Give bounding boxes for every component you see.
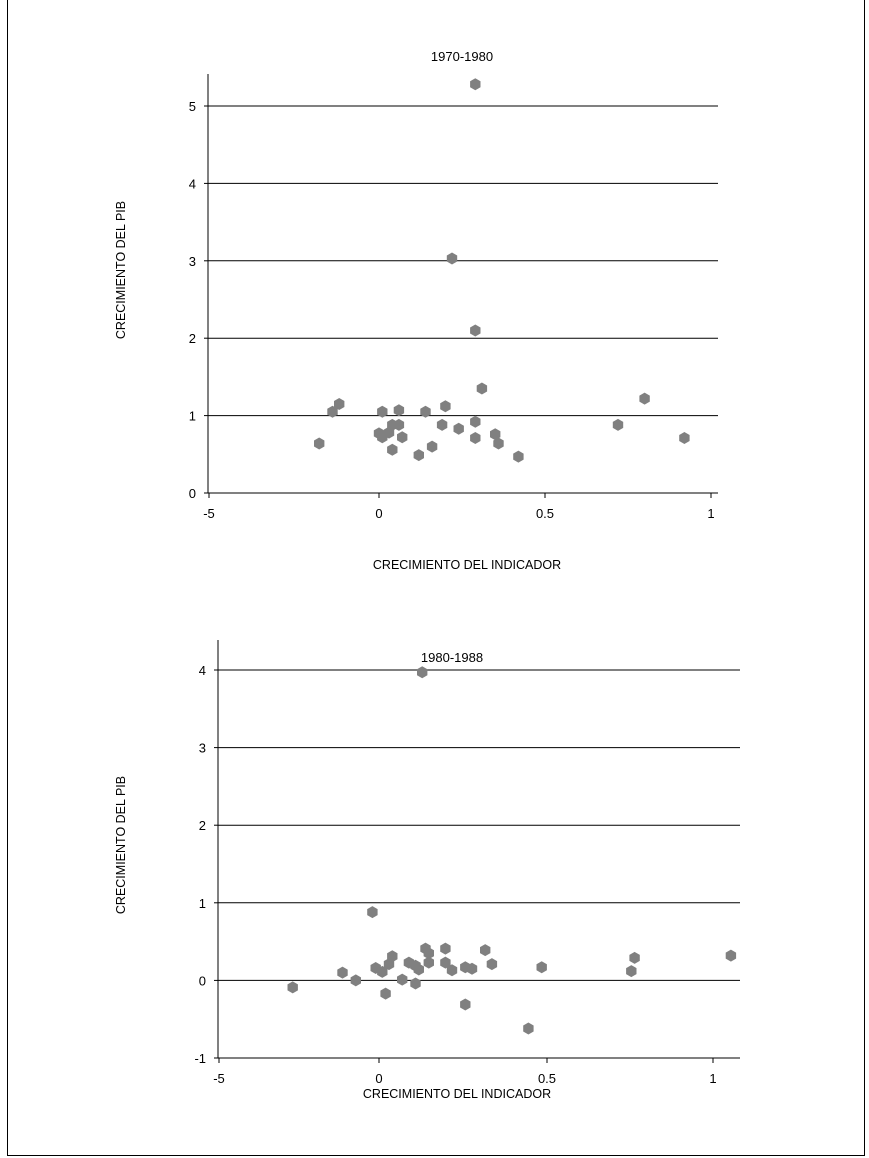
chart-title: 1980-1988 [421,650,483,665]
x-tick-label: 1 [707,506,714,521]
data-point [490,428,501,441]
chart-1980-1988: 1980-1988 -5 0 0.5 1 -1 0 1 2 3 4 CRECIMIENTO DE… [114,640,740,1101]
data-point [387,950,398,963]
y-tick-label: 1 [189,409,196,424]
x-tick-label: 1 [709,1071,716,1086]
data-point [629,951,640,964]
data-point [350,974,361,987]
data-point [334,398,345,410]
data-point [480,944,491,957]
data-point [423,947,434,960]
data-point [426,440,438,453]
data-point [486,958,498,971]
data-point [470,324,481,337]
data-point [397,431,408,444]
chart-title: 1970-1980 [431,49,493,64]
data-point [440,956,451,969]
x-tick-label: -5 [203,506,215,521]
x-tick-label: 0 [375,506,382,521]
data-point [725,949,737,962]
data-point [327,405,338,418]
x-tick-label: -5 [213,1071,225,1086]
data-point [420,405,431,418]
data-point [476,382,488,395]
y-axis-label: CRECIMIENTO DEL PIB [114,776,128,914]
data-point [436,418,448,431]
data-point [423,956,434,969]
data-point [314,437,325,450]
y-tick-label: 4 [189,176,196,191]
y-tick-label: 5 [189,99,196,114]
chart-1970-1980: 1970-1980 -5 0 0.5 1 0 1 2 3 4 5 CRECIMIENTO DEL… [114,49,718,572]
data-point [626,965,637,978]
data-point [679,432,690,444]
data-point [410,977,421,990]
data-point [380,987,391,1000]
data-point [413,963,424,976]
y-tick-label: 0 [199,973,206,988]
data-point [446,964,458,977]
figure-frame [7,0,865,1156]
data-point [393,404,405,417]
data-point [470,432,481,444]
data-point [367,906,378,919]
data-point [440,942,451,955]
data-point [387,443,398,456]
data-point [460,998,471,1011]
data-point [417,666,428,679]
data-point [470,78,481,91]
x-tick-label: 0.5 [536,506,554,521]
x-axis-label: CRECIMIENTO DEL INDICADOR [363,1087,551,1101]
y-tick-label: 1 [199,896,206,911]
data-point [513,450,524,463]
y-tick-label: 0 [189,486,196,501]
data-point [536,961,547,974]
data-point [397,973,408,986]
data-point [612,418,624,431]
data-point [413,449,424,462]
data-point [287,981,298,994]
data-point [523,1022,534,1035]
data-point [440,400,451,413]
x-axis-label: CRECIMIENTO DEL INDICADOR [373,558,561,572]
data-point [337,966,348,979]
data-point [466,962,478,975]
data-point [639,392,650,405]
y-tick-label: 3 [199,741,206,756]
y-tick-label: 2 [189,331,196,346]
x-tick-label: 0 [375,1071,382,1086]
data-point [377,405,388,418]
data-point [453,422,464,435]
data-point [493,437,504,450]
y-tick-label: 4 [199,663,206,678]
y-axis-label: CRECIMIENTO DEL PIB [114,201,128,339]
y-tick-label: -1 [194,1051,206,1066]
y-tick-label: 3 [189,254,196,269]
y-tick-label: 2 [199,818,206,833]
data-point [470,415,481,428]
x-tick-label: 0.5 [538,1071,556,1086]
data-point [393,418,405,431]
data-point [446,252,458,265]
data-point [377,965,388,978]
